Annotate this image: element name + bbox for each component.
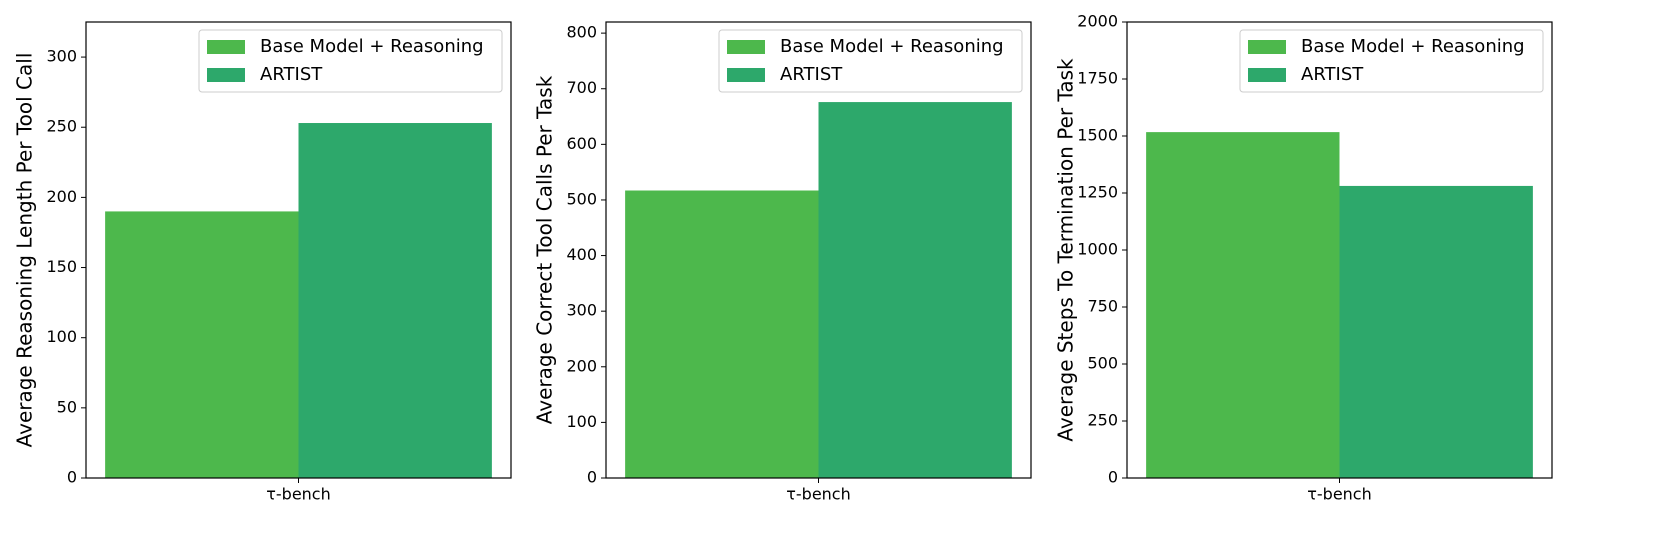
y-tick-label: 600 — [566, 134, 597, 153]
y-tick-label: 1500 — [1077, 126, 1118, 145]
y-tick-label: 1250 — [1077, 183, 1118, 202]
legend-swatch — [207, 40, 245, 54]
x-tick-label: τ-bench — [786, 485, 850, 504]
y-tick-label: 500 — [566, 189, 597, 208]
legend-swatch — [727, 68, 765, 82]
y-tick-label: 150 — [46, 257, 77, 276]
x-tick-label: τ-bench — [1307, 485, 1371, 504]
y-tick-label: 0 — [67, 468, 77, 487]
y-tick-label: 300 — [566, 301, 597, 320]
y-tick-label: 0 — [587, 468, 597, 487]
bar — [1339, 185, 1533, 478]
y-tick-label: 100 — [566, 412, 597, 431]
bar — [625, 190, 819, 478]
y-tick-label: 200 — [46, 187, 77, 206]
legend-box — [198, 29, 503, 93]
bar — [818, 102, 1012, 478]
y-tick-label: 700 — [566, 78, 597, 97]
y-tick-label: 250 — [1087, 411, 1118, 430]
y-tick-label: 400 — [566, 245, 597, 264]
x-tick-label: τ-bench — [266, 485, 330, 504]
legend-swatch — [1248, 68, 1286, 82]
legend-label: ARTIST — [780, 64, 843, 85]
legend-swatch — [727, 40, 765, 54]
legend-label: Base Model + Reasoning — [780, 36, 1004, 57]
y-tick-label: 100 — [46, 327, 77, 346]
y-tick-label: 250 — [46, 117, 77, 136]
legend-label: Base Model + Reasoning — [260, 36, 484, 57]
y-tick-label: 800 — [566, 23, 597, 42]
legend-swatch — [1248, 40, 1286, 54]
legend-box — [1239, 29, 1544, 93]
y-tick-label: 1000 — [1077, 240, 1118, 259]
y-axis-label: Average Reasoning Length Per Tool Call — [13, 53, 37, 448]
y-tick-label: 200 — [566, 356, 597, 375]
legend-box — [718, 29, 1023, 93]
legend-label: Base Model + Reasoning — [1301, 36, 1525, 57]
y-tick-label: 300 — [46, 47, 77, 66]
y-tick-label: 50 — [57, 397, 77, 416]
y-tick-label: 1750 — [1077, 69, 1118, 88]
y-tick-label: 500 — [1087, 354, 1118, 373]
y-axis-label: Average Steps To Termination Per Task — [1054, 58, 1078, 442]
legend-label: ARTIST — [1301, 64, 1364, 85]
legend-label: ARTIST — [260, 64, 323, 85]
y-tick-label: 2000 — [1077, 12, 1118, 31]
legend-swatch — [207, 68, 245, 82]
y-tick-label: 750 — [1087, 297, 1118, 316]
bar — [105, 211, 299, 478]
y-tick-label: 0 — [1108, 468, 1118, 487]
y-axis-label: Average Correct Tool Calls Per Task — [533, 75, 557, 424]
bar — [298, 123, 492, 478]
bar — [1146, 132, 1340, 478]
